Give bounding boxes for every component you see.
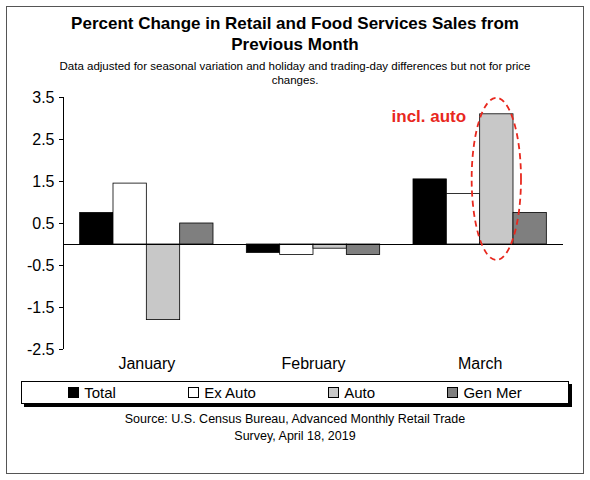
- svg-text:0.5: 0.5: [32, 215, 54, 232]
- html-text:Auto: Auto: [344, 384, 376, 402]
- svg-text:March: March: [458, 355, 502, 372]
- svg-text:incl. auto: incl. auto: [392, 107, 467, 126]
- svg-text:-1.5: -1.5: [27, 299, 55, 316]
- svg-text:-0.5: -0.5: [27, 257, 55, 274]
- html-text:Total: Total: [84, 384, 116, 402]
- html-text:Gen Mer: Gen Mer: [463, 384, 522, 402]
- svg-text:-2.5: -2.5: [27, 341, 55, 358]
- html-text:Source: U.S. Census Bureau, Ad: Source: U.S. Census Bureau, Advanced Mon…: [124, 412, 466, 444]
- html-text:Percent Change in Retail and F: Percent Change in Retail and Food Servic…: [71, 14, 519, 55]
- svg-text:3.5: 3.5: [32, 89, 54, 106]
- svg-text:1.5: 1.5: [32, 173, 54, 190]
- html-text:Data adjusted for seasonal var: Data adjusted for seasonal variation and…: [59, 59, 531, 86]
- svg-text:February: February: [281, 355, 345, 372]
- svg-text:2.5: 2.5: [32, 131, 54, 148]
- svg-text:January: January: [118, 355, 175, 372]
- html-text:Ex Auto: Ex Auto: [204, 384, 256, 402]
